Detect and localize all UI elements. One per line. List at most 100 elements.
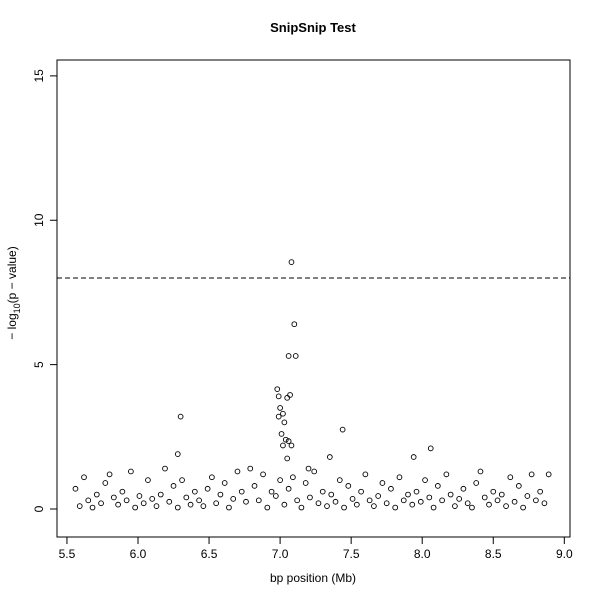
x-axis-label: bp position (Mb) <box>270 571 356 585</box>
point <box>115 501 121 508</box>
x-tick-label: 8.0 <box>414 547 431 561</box>
point <box>277 405 283 411</box>
y-axis-label: − log10(p − value) <box>5 246 22 339</box>
x-tick-label: 7.0 <box>272 547 289 561</box>
y-label-part: (p − value) <box>5 246 19 303</box>
point <box>533 497 539 504</box>
point <box>282 436 289 443</box>
y-tick-label: 10 <box>32 213 46 227</box>
point <box>379 480 386 486</box>
point <box>288 442 295 449</box>
chart-title: SnipSnip Test <box>270 20 356 35</box>
point <box>439 497 445 504</box>
point <box>217 491 224 498</box>
point <box>332 498 339 505</box>
point <box>98 500 104 507</box>
point <box>537 488 544 495</box>
plot-frame <box>56 59 571 538</box>
point <box>204 485 211 492</box>
point <box>481 494 488 501</box>
point <box>234 468 241 475</box>
point <box>81 474 87 481</box>
point <box>230 496 237 502</box>
point <box>238 488 245 495</box>
point <box>422 477 428 483</box>
point <box>490 488 497 495</box>
point <box>251 483 258 489</box>
point <box>396 474 403 481</box>
y-label-part: − log <box>5 313 19 339</box>
x-tick-label: 7.5 <box>343 547 360 561</box>
point <box>326 454 333 460</box>
point <box>460 485 467 492</box>
point <box>275 413 282 420</box>
point <box>280 442 286 449</box>
point <box>511 498 518 505</box>
point <box>275 393 282 400</box>
point <box>170 483 177 489</box>
point <box>128 468 134 475</box>
point <box>520 504 526 511</box>
point <box>349 496 356 502</box>
point <box>290 474 296 481</box>
point <box>285 485 292 492</box>
point <box>166 498 173 505</box>
point <box>187 501 194 508</box>
point <box>196 497 202 504</box>
x-tick-label: 6.5 <box>201 547 218 561</box>
point <box>243 498 249 505</box>
point <box>427 445 434 452</box>
point <box>417 498 424 505</box>
point <box>149 496 156 502</box>
point <box>226 504 232 511</box>
point <box>89 504 96 511</box>
point <box>285 353 292 359</box>
point <box>315 500 322 507</box>
point <box>371 503 377 509</box>
point <box>477 468 484 475</box>
point <box>281 501 288 508</box>
point <box>102 480 109 486</box>
point <box>298 504 305 511</box>
x-tick-label: 9.0 <box>556 547 573 561</box>
x-tick-label: 8.5 <box>485 547 502 561</box>
point <box>284 455 291 462</box>
point <box>119 488 126 495</box>
point <box>174 504 181 511</box>
point <box>162 465 168 472</box>
point <box>288 259 295 265</box>
point <box>311 468 318 475</box>
point <box>255 497 262 504</box>
x-tick-label: 6.0 <box>130 547 147 561</box>
point <box>106 471 113 478</box>
point <box>375 493 382 499</box>
point <box>145 477 151 483</box>
point <box>110 494 117 501</box>
point <box>545 471 552 478</box>
point <box>292 353 299 359</box>
point <box>85 497 92 504</box>
point <box>294 497 301 504</box>
point <box>443 471 450 478</box>
point <box>328 491 335 498</box>
point <box>268 488 275 495</box>
point <box>339 426 346 433</box>
point <box>319 488 326 495</box>
point <box>447 491 454 498</box>
point <box>277 477 283 483</box>
point <box>452 503 458 509</box>
point <box>358 488 364 495</box>
point <box>469 504 475 511</box>
point <box>410 454 417 460</box>
y-label-sub: 10 <box>12 303 22 313</box>
point <box>473 480 480 486</box>
point <box>93 491 100 498</box>
point <box>280 410 286 417</box>
point <box>213 500 220 507</box>
point <box>528 471 535 478</box>
point <box>541 500 548 507</box>
point <box>494 497 501 504</box>
point <box>434 483 441 489</box>
point <box>388 485 394 492</box>
